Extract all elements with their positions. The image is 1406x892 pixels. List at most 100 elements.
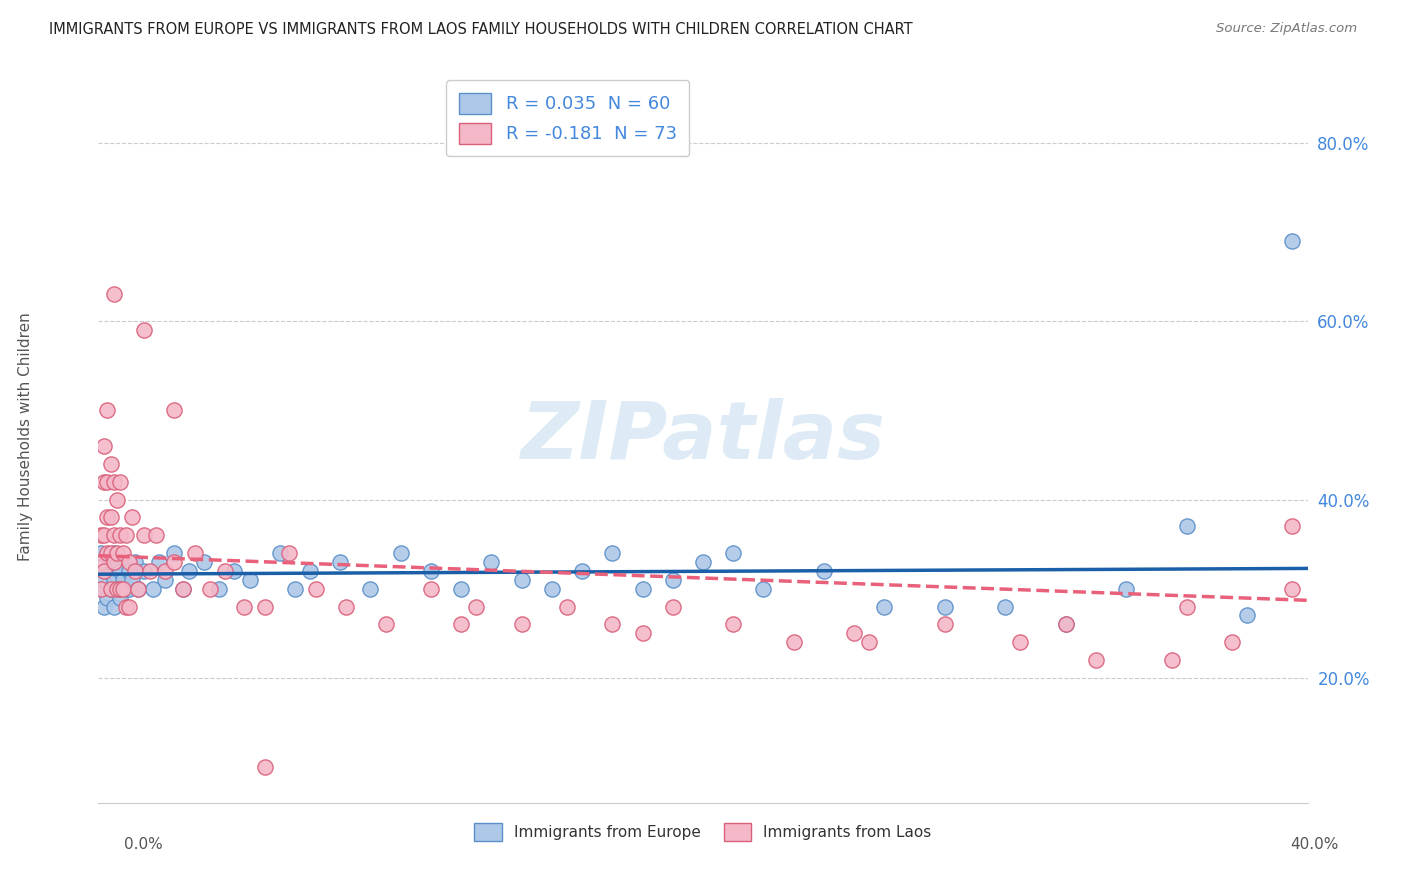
Point (124, 555, 146, 569)
Point (90, 546, 112, 560)
Point (103, 528, 125, 542)
Point (142, 582, 165, 596)
Point (93, 564, 115, 578)
Point (118, 582, 141, 596)
Point (200, 582, 222, 596)
Point (114, 528, 136, 542)
Legend: Immigrants from Europe, Immigrants from Laos: Immigrants from Europe, Immigrants from … (465, 814, 941, 850)
Text: IMMIGRANTS FROM EUROPE VS IMMIGRANTS FROM LAOS FAMILY HOUSEHOLDS WITH CHILDREN C: IMMIGRANTS FROM EUROPE VS IMMIGRANTS FRO… (49, 22, 912, 37)
Point (783, 635, 806, 649)
Point (934, 599, 956, 614)
Point (90, 555, 112, 569)
Point (253, 599, 276, 614)
Point (105, 546, 128, 560)
Point (163, 546, 186, 560)
Point (148, 555, 170, 569)
Point (269, 546, 291, 560)
Point (103, 475, 125, 489)
Point (224, 564, 246, 578)
Point (90, 582, 112, 596)
Point (100, 555, 122, 569)
Point (510, 617, 533, 632)
Point (253, 760, 276, 774)
Point (1175, 519, 1198, 533)
Point (96, 564, 118, 578)
Point (93, 599, 115, 614)
Point (93, 528, 115, 542)
Point (1010, 635, 1032, 649)
Point (631, 582, 654, 596)
Point (114, 599, 136, 614)
Point (692, 555, 714, 569)
Text: Source: ZipAtlas.com: Source: ZipAtlas.com (1216, 22, 1357, 36)
Point (100, 510, 122, 524)
Point (723, 617, 745, 632)
Text: 40.0%: 40.0% (1291, 838, 1339, 852)
Point (723, 546, 745, 560)
Point (329, 555, 352, 569)
Point (752, 582, 775, 596)
Point (139, 564, 162, 578)
Point (100, 546, 122, 560)
Point (132, 323, 155, 337)
Point (96, 546, 118, 560)
Text: 0.0%: 0.0% (124, 838, 163, 852)
Point (1160, 653, 1182, 667)
Point (105, 582, 128, 596)
Point (111, 582, 134, 596)
Point (934, 617, 956, 632)
Point (1281, 519, 1303, 533)
Point (105, 492, 128, 507)
Point (602, 546, 624, 560)
Point (631, 626, 654, 640)
Point (994, 599, 1017, 614)
Text: ZIPatlas: ZIPatlas (520, 398, 886, 476)
Point (813, 564, 835, 578)
Point (1220, 635, 1243, 649)
Point (90, 528, 112, 542)
Point (118, 555, 141, 569)
Point (540, 582, 562, 596)
Point (118, 564, 141, 578)
Point (1281, 234, 1303, 248)
Point (284, 582, 307, 596)
Point (335, 599, 357, 614)
Point (93, 573, 115, 587)
Point (481, 555, 503, 569)
Point (96, 510, 118, 524)
Point (114, 582, 136, 596)
Point (153, 564, 176, 578)
Point (111, 546, 134, 560)
Point (858, 635, 880, 649)
Point (108, 591, 131, 605)
Point (96, 591, 118, 605)
Point (103, 287, 125, 301)
Point (96, 403, 118, 417)
Point (108, 582, 131, 596)
Point (193, 555, 215, 569)
Point (1236, 608, 1258, 623)
Point (132, 564, 155, 578)
Point (100, 582, 122, 596)
Point (163, 555, 186, 569)
Point (108, 528, 131, 542)
Point (1054, 617, 1077, 632)
Point (179, 564, 201, 578)
Point (277, 546, 299, 560)
Point (108, 564, 131, 578)
Point (93, 439, 115, 453)
Point (510, 573, 533, 587)
Point (105, 555, 128, 569)
Point (1175, 599, 1198, 614)
Point (389, 546, 412, 560)
Point (100, 582, 122, 596)
Point (163, 403, 186, 417)
Point (420, 564, 443, 578)
Point (103, 599, 125, 614)
Point (239, 573, 262, 587)
Point (602, 617, 624, 632)
Point (305, 582, 328, 596)
Point (124, 564, 146, 578)
Point (118, 599, 141, 614)
Point (172, 582, 194, 596)
